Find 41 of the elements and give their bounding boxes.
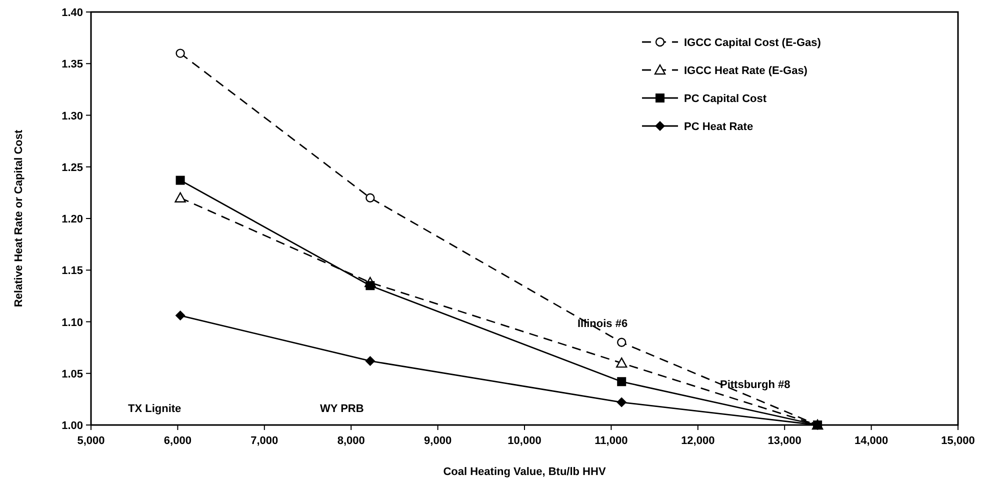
point (174, 192, 186, 202)
point (175, 310, 186, 321)
annotation: Pittsburgh #8 (720, 379, 790, 391)
x-tick-label: 12,000 (681, 435, 715, 447)
x-tick-label: 9,000 (424, 435, 452, 447)
y-tick-label: 1.05 (62, 368, 83, 380)
legend-label: PC Capital Cost (684, 93, 767, 105)
x-tick-label: 6,000 (164, 435, 192, 447)
annotation: TX Lignite (128, 403, 182, 415)
x-tick-label: 10,000 (508, 435, 542, 447)
x-tick-label: 7,000 (250, 435, 278, 447)
point (366, 281, 375, 290)
y-tick-label: 1.40 (62, 7, 83, 19)
annotation: Illinois #6 (577, 318, 628, 330)
y-tick-label: 1.15 (62, 265, 83, 278)
x-tick-label: 8,000 (337, 435, 365, 447)
y-tick-label: 1.30 (62, 110, 83, 122)
y-tick-label: 1.10 (62, 316, 83, 329)
y-tick-label: 1.20 (62, 214, 83, 226)
x-axis-title: Coal Heating Value, Btu/lb HHV (443, 466, 606, 478)
y-tick-label: 1.00 (62, 420, 83, 432)
x-tick-label: 5,000 (77, 435, 105, 447)
legend-label: PC Heat Rate (684, 121, 754, 133)
point (176, 48, 185, 58)
point (176, 176, 185, 185)
point (616, 397, 627, 408)
x-tick-label: 14,000 (854, 435, 888, 447)
legend-label: IGCC Capital Cost (E-Gas) (684, 37, 822, 49)
x-tick-label: 15,000 (941, 435, 975, 447)
annotation: WY PRB (320, 403, 364, 415)
point (366, 193, 375, 202)
y-axis-title: Relative Heat Rate or Capital Cost (13, 130, 25, 308)
x-tick-label: 13,000 (768, 435, 802, 447)
point (365, 356, 376, 366)
point (617, 338, 626, 347)
y-tick-label: 1.35 (62, 58, 83, 71)
y-tick-label: 1.25 (62, 162, 83, 174)
point (617, 377, 626, 386)
legend-label: IGCC Heat Rate (E-Gas) (684, 65, 808, 77)
point (616, 357, 628, 368)
x-tick-label: 11,000 (594, 435, 628, 447)
